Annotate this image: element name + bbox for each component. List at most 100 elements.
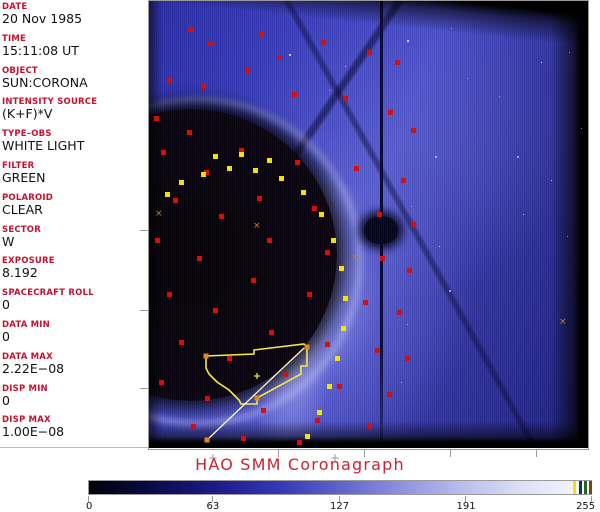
marker-red[interactable] — [257, 196, 262, 201]
feature-marker-layer[interactable]: × × × × — [149, 0, 588, 448]
marker-red[interactable] — [167, 78, 172, 83]
marker-yellow[interactable] — [253, 168, 258, 173]
marker-red[interactable] — [297, 440, 302, 445]
marker-yellow[interactable] — [343, 296, 348, 301]
marker-red[interactable] — [321, 40, 326, 45]
marker-red[interactable] — [388, 110, 393, 115]
marker-red[interactable] — [227, 356, 232, 361]
marker-red[interactable] — [179, 340, 184, 345]
marker-red[interactable] — [245, 68, 250, 73]
marker-red[interactable] — [411, 128, 416, 133]
marker-red[interactable] — [363, 300, 368, 305]
marker-yellow[interactable] — [227, 166, 232, 171]
marker-red[interactable] — [325, 342, 330, 347]
coronagraph-image[interactable]: × × × × — [149, 0, 588, 448]
marker-yellow[interactable] — [267, 158, 272, 163]
marker-red[interactable] — [219, 214, 224, 219]
marker-yellow[interactable] — [319, 212, 324, 217]
marker-yellow[interactable] — [301, 190, 306, 195]
colorbar-gradient[interactable] — [88, 480, 592, 495]
marker-red[interactable] — [375, 348, 380, 353]
marker-red[interactable] — [208, 41, 213, 46]
marker-red[interactable] — [343, 96, 348, 101]
marker-red[interactable] — [337, 384, 342, 389]
marker-yellow[interactable] — [339, 266, 344, 271]
marker-red[interactable] — [191, 424, 196, 429]
marker-red[interactable] — [283, 372, 288, 377]
marker-red[interactable] — [187, 130, 192, 135]
colorbar-end-mark — [588, 481, 592, 494]
marker-yellow[interactable] — [305, 434, 310, 439]
marker-red[interactable] — [395, 60, 400, 65]
marker-red[interactable] — [367, 424, 372, 429]
marker-red[interactable] — [213, 308, 218, 313]
marker-red[interactable] — [201, 84, 206, 89]
marker-red[interactable] — [188, 27, 193, 32]
marker-cross[interactable]: × — [559, 317, 567, 327]
marker-cross[interactable]: × — [351, 253, 359, 263]
marker-cross[interactable]: × — [155, 209, 163, 219]
marker-red[interactable] — [241, 436, 246, 441]
marker-yellow[interactable] — [201, 172, 206, 177]
polygon-vertex-handle[interactable] — [304, 344, 310, 350]
marker-red[interactable] — [205, 396, 210, 401]
marker-red[interactable] — [197, 256, 202, 261]
marker-red[interactable] — [259, 32, 264, 37]
marker-yellow[interactable] — [165, 192, 170, 197]
marker-red[interactable] — [173, 198, 178, 203]
marker-yellow[interactable] — [335, 356, 340, 361]
marker-yellow[interactable] — [341, 326, 346, 331]
marker-red[interactable] — [397, 310, 402, 315]
polygon-vertices[interactable] — [203, 344, 310, 443]
polygon-center-cross — [254, 373, 260, 379]
marker-red[interactable] — [251, 278, 256, 283]
polygon-vertex-handle[interactable] — [203, 353, 209, 359]
colorbar-tick-label: 191 — [456, 501, 476, 512]
marker-red[interactable] — [325, 250, 330, 255]
marker-cross[interactable]: × — [253, 221, 261, 231]
polygon-overlay[interactable] — [149, 0, 588, 448]
marker-red[interactable] — [401, 178, 406, 183]
marker-red[interactable] — [407, 268, 412, 273]
marker-red[interactable] — [155, 238, 160, 243]
marker-red[interactable] — [261, 408, 266, 413]
marker-yellow[interactable] — [317, 410, 322, 415]
marker-red[interactable] — [377, 212, 382, 217]
marker-yellow[interactable] — [327, 384, 332, 389]
marker-red[interactable] — [312, 206, 317, 211]
marker-red[interactable] — [354, 166, 359, 171]
marker-red[interactable] — [167, 292, 172, 297]
marker-red[interactable] — [292, 92, 297, 97]
marker-red[interactable] — [380, 256, 385, 261]
marker-red[interactable] — [295, 160, 300, 165]
polygon-vertex-handle[interactable] — [254, 395, 260, 401]
marker-red[interactable] — [307, 292, 312, 297]
marker-red[interactable] — [315, 418, 320, 423]
marker-yellow[interactable] — [279, 176, 284, 181]
colorbar-end-mark — [578, 481, 582, 494]
marker-red[interactable] — [387, 392, 392, 397]
marker-red[interactable] — [267, 238, 272, 243]
marker-red[interactable] — [161, 150, 166, 155]
marker-red[interactable] — [159, 380, 164, 385]
marker-red[interactable] — [367, 50, 372, 55]
marker-yellow[interactable] — [179, 180, 184, 185]
metadata-key: TIME — [2, 33, 27, 44]
marker-yellow[interactable] — [213, 154, 218, 159]
polygon-vertex-handle[interactable] — [204, 437, 210, 443]
colorbar[interactable]: 0 63 127 191 255 — [86, 480, 595, 512]
marker-red[interactable] — [154, 116, 159, 121]
star-speckle — [499, 96, 501, 98]
star-speckle — [407, 324, 409, 326]
marker-red[interactable] — [405, 356, 410, 361]
star-speckle — [551, 180, 553, 182]
marker-red[interactable] — [239, 148, 244, 153]
marker-yellow[interactable] — [239, 152, 244, 157]
star-speckle — [581, 128, 583, 130]
marker-red[interactable] — [411, 222, 416, 227]
marker-red[interactable] — [277, 55, 282, 60]
marker-yellow[interactable] — [331, 238, 336, 243]
marker-red[interactable] — [204, 170, 209, 175]
marker-red[interactable] — [269, 330, 274, 335]
